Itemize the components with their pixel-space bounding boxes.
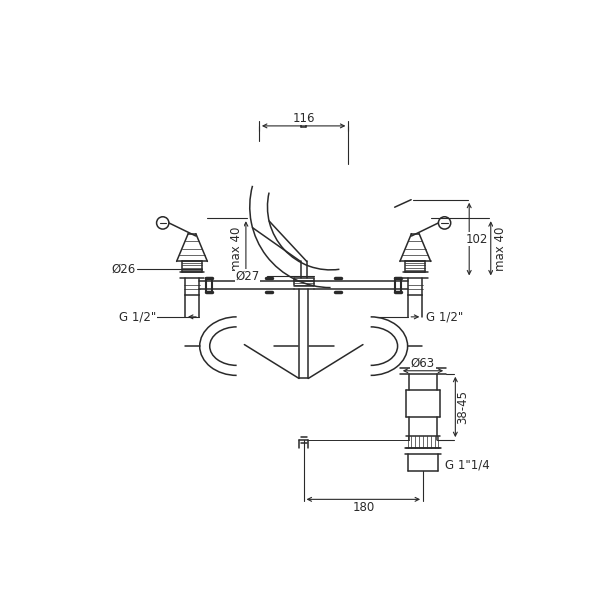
Text: Ø27: Ø27 [236, 269, 260, 283]
Text: Ø26: Ø26 [111, 263, 136, 275]
Text: 102: 102 [466, 233, 488, 245]
Text: G 1"1/4: G 1"1/4 [445, 458, 490, 471]
Text: 180: 180 [352, 500, 374, 514]
Text: 116: 116 [292, 112, 315, 125]
Text: max 40: max 40 [230, 226, 243, 271]
Text: G 1/2": G 1/2" [119, 310, 156, 323]
Text: 38-45: 38-45 [457, 390, 470, 424]
Text: max 40: max 40 [493, 226, 506, 271]
Text: Ø63: Ø63 [411, 356, 435, 370]
Text: G 1/2": G 1/2" [426, 310, 463, 323]
